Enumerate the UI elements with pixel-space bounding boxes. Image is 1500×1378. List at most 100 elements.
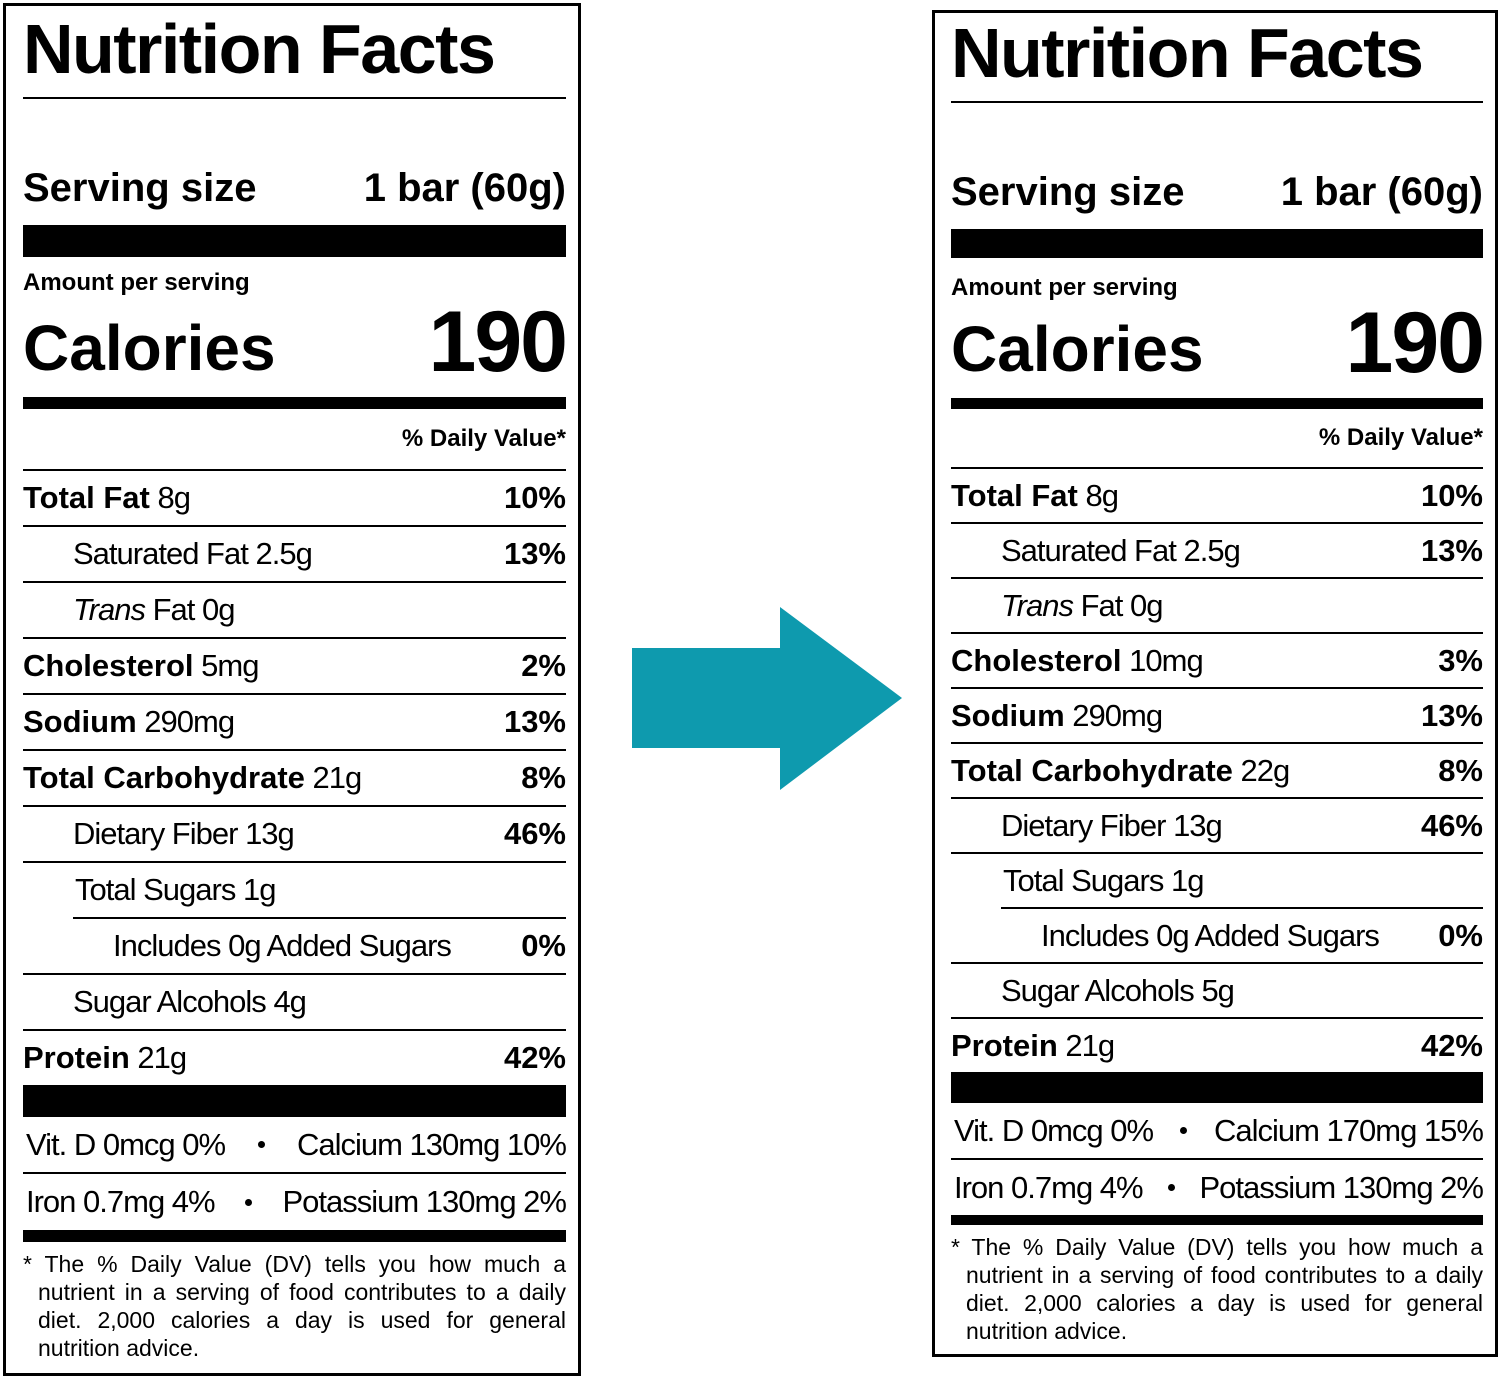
medium-bar [951, 1215, 1483, 1225]
amount-row: Amount per serving [951, 258, 1483, 302]
nutrient: Dietary Fiber 13g [1001, 808, 1223, 844]
nutrient-row: Total Sugars 1g [23, 861, 566, 917]
serving-size: 1 bar (60g) [363, 166, 566, 210]
bullet [257, 1141, 265, 1148]
nutrient-amount: 1g [1170, 862, 1204, 898]
nutrient-amount: 290mg [144, 704, 235, 739]
nutrition-label: Nutrition Facts Serving size 1 bar (60g) Am… [932, 10, 1498, 1357]
nutrient-dv: 10% [503, 480, 566, 515]
nutrient-name: Total Sugars [75, 872, 236, 907]
thick-bar [23, 1085, 566, 1117]
nutrient-dv: 13% [1420, 697, 1483, 733]
nutrient: Trans Fat 0g [73, 592, 236, 628]
nutrient-dv: 0% [1438, 917, 1483, 953]
nutrient-dv: 3% [1438, 642, 1483, 678]
nutrient: Total Fat 8g [951, 478, 1119, 514]
mineral-row: Vit. D 0mcg 0% Calcium 130mg 10% [23, 1117, 567, 1174]
nutrient-dv: 13% [1420, 532, 1483, 568]
amount-row: Amount per serving [23, 257, 566, 297]
calories-label: Calories [23, 312, 276, 384]
calories-label: Calories [951, 313, 1204, 385]
mineral: Potassium 130mg 2% [1199, 1169, 1484, 1205]
nutrient-amount: 8g [157, 480, 191, 515]
nutrient: Total Fat 8g [23, 480, 191, 516]
nutrient-dv: 42% [503, 1040, 566, 1075]
nutrient-name: Cholesterol [23, 648, 194, 683]
mineral: Calcium 170mg 15% [1213, 1112, 1484, 1148]
nutrient-row: Sodium 290mg 13% [23, 693, 566, 749]
nutrient-amount: Fat 0g [152, 592, 236, 627]
calories-value: 190 [428, 294, 568, 390]
footnote: * The % Daily Value (DV) tells you how m… [23, 1251, 566, 1361]
calories-value: 190 [1345, 295, 1485, 391]
nutrient-amount: 5g [1201, 972, 1234, 1008]
nutrient-row: Total Fat 8g 10% [951, 467, 1483, 522]
nutrient-name: Dietary Fiber [73, 816, 238, 851]
nutrient: Total Sugars 1g [1003, 862, 1204, 899]
nutrient: Dietary Fiber 13g [73, 816, 295, 852]
nutrient-dv: 8% [1438, 752, 1483, 788]
nutrient-name: Protein [23, 1040, 130, 1075]
serving-row: Serving size 1 bar (60g) [951, 103, 1483, 229]
nutrient-dv: 8% [521, 760, 566, 795]
footnote: * The % Daily Value (DV) tells you how m… [951, 1234, 1483, 1344]
nutrient-amount: 290mg [1072, 697, 1163, 733]
nutrition-label: Nutrition Facts Serving size 1 bar (60g) Am… [3, 3, 581, 1376]
nutrient-row: Trans Fat 0g [23, 581, 566, 637]
daily-value-header: % Daily Value* [401, 425, 566, 452]
nutrient-amount: 21g [137, 1040, 187, 1075]
mineral: Vit. D 0mcg 0% [954, 1112, 1154, 1148]
nutrient: Sodium 290mg [951, 697, 1163, 734]
nutrient: Saturated Fat 2.5g [73, 536, 313, 572]
nutrient-amount: 22g [1240, 752, 1291, 788]
mineral: Vit. D 0mcg 0% [26, 1126, 226, 1162]
nutrient-row: Total Fat 8g 10% [23, 469, 566, 525]
nutrient: Cholesterol 10mg [951, 643, 1204, 679]
bullet [245, 1198, 253, 1206]
thick-bar [23, 225, 566, 257]
nutrient-row: Includes 0g Added Sugars 0% [1001, 907, 1483, 962]
nutrient: Sodium 290mg [23, 704, 235, 740]
daily-value-header: % Daily Value* [1318, 424, 1483, 451]
mineral-row: Vit. D 0mcg 0% Calcium 170mg 15% [951, 1103, 1484, 1160]
nutrient-amount: 4g [273, 984, 306, 1019]
serving-label: Serving size [23, 166, 257, 210]
nutrient-name: Includes 0g Added Sugars [1041, 917, 1380, 953]
nutrient-amount: 1g [242, 872, 276, 907]
nutrient-name: Saturated Fat [73, 536, 249, 571]
nutrient-name: Sugar Alcohols [1001, 972, 1195, 1008]
title: Nutrition Facts [23, 10, 496, 88]
serving-row: Serving size 1 bar (60g) [23, 99, 566, 225]
nutrient: Total Carbohydrate 22g [951, 752, 1291, 789]
nutrient-row: Total Carbohydrate 21g 8% [23, 749, 566, 805]
nutrient: Total Sugars 1g [75, 872, 276, 908]
nutrient-name: Total Carbohydrate [23, 760, 305, 795]
nutrient: Includes 0g Added Sugars [1041, 917, 1380, 954]
serving-size: 1 bar (60g) [1280, 170, 1483, 214]
nutrient-row: Cholesterol 5mg 2% [23, 637, 566, 693]
bullet [1180, 1127, 1188, 1134]
nutrient-row: Includes 0g Added Sugars 0% [73, 917, 566, 973]
mineral-row: Iron 0.7mg 4% Potassium 130mg 2% [23, 1174, 567, 1230]
nutrient-row: Cholesterol 10mg 3% [951, 632, 1483, 687]
nutrient-dv: 10% [1420, 477, 1483, 513]
nutrient-row: Dietary Fiber 13g 46% [23, 805, 566, 861]
medium-bar [23, 397, 566, 409]
nutrient: Protein 21g [23, 1040, 187, 1076]
nutrient-amount: 21g [312, 760, 363, 795]
mineral: Potassium 130mg 2% [282, 1184, 567, 1219]
mineral-row: Iron 0.7mg 4% Potassium 130mg 2% [951, 1160, 1484, 1215]
nutrient-name: Sugar Alcohols [73, 984, 267, 1019]
nutrient: Sugar Alcohols 5g [1001, 972, 1235, 1009]
nutrient: Total Carbohydrate 21g [23, 760, 363, 796]
bullet [1167, 1184, 1175, 1191]
nutrient-dv: 42% [1420, 1027, 1483, 1063]
nutrient-name: Sodium [23, 704, 137, 739]
mineral: Iron 0.7mg 4% [26, 1184, 216, 1219]
nutrient: Sugar Alcohols 4g [73, 984, 307, 1020]
nutrient: Saturated Fat 2.5g [1001, 533, 1241, 569]
nutrient-name: Total Fat [23, 480, 150, 515]
nutrient-row: Protein 21g 42% [951, 1017, 1483, 1072]
